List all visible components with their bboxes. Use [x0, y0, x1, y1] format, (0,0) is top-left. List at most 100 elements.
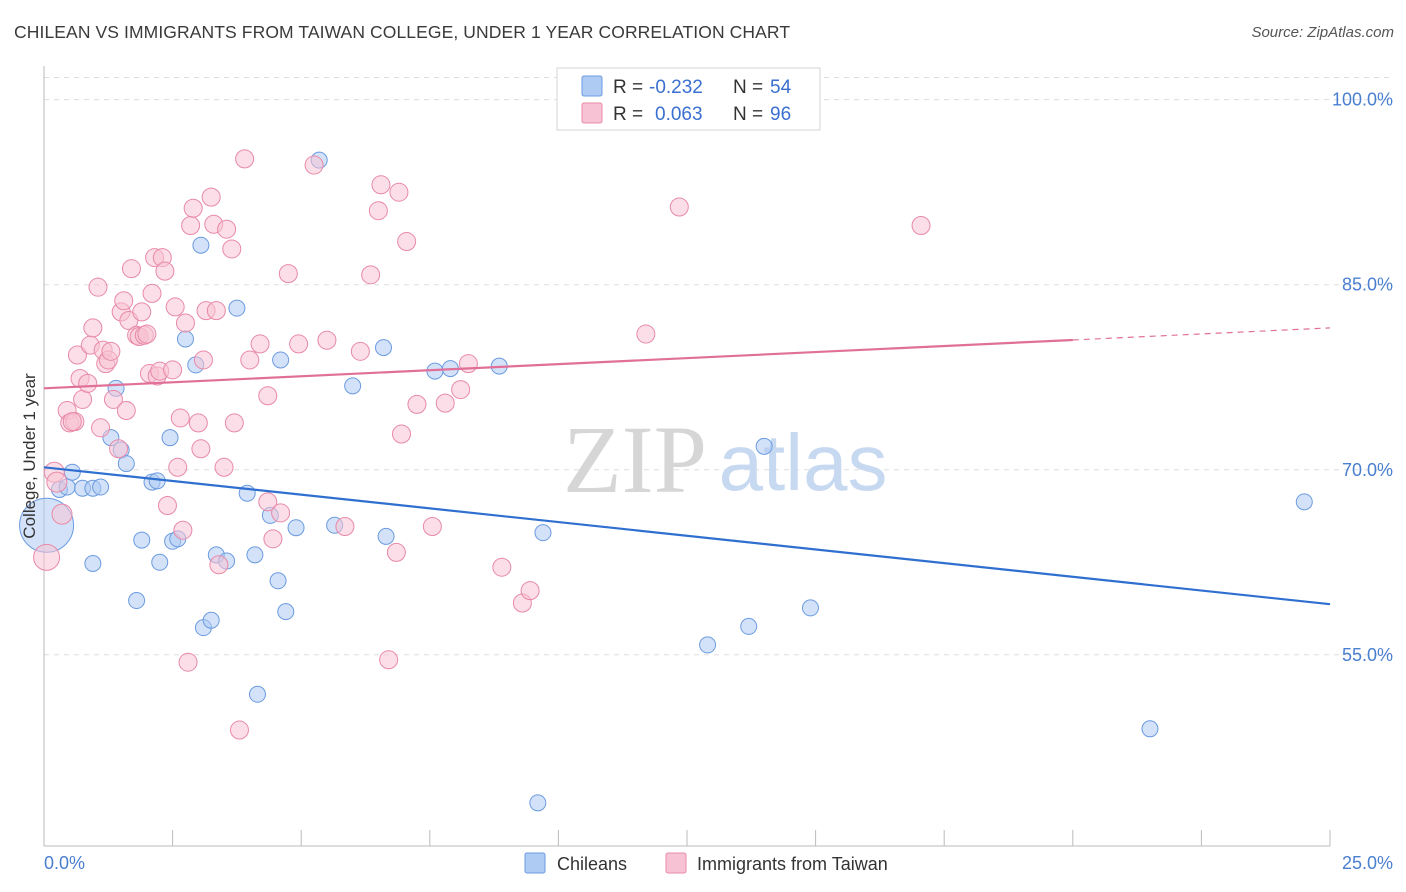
series-taiwan — [33, 149, 931, 740]
taiwan-point-79 — [386, 542, 406, 562]
taiwan-point-63 — [240, 350, 260, 370]
y-tick-label-0: 100.0% — [1332, 90, 1393, 110]
bottom-legend-chileans: Chileans — [557, 854, 627, 874]
watermark-zip: ZIP — [563, 406, 707, 513]
x-tick-label-0: 0.0% — [44, 853, 85, 873]
chilean-point-30 — [248, 685, 266, 703]
taiwan-point-39 — [157, 496, 177, 516]
taiwan-point-71 — [304, 155, 324, 175]
taiwan-point-60 — [224, 413, 244, 433]
chilean-point-3 — [63, 463, 81, 481]
trend-lines — [43, 327, 1331, 606]
taiwan-point-61 — [229, 720, 249, 740]
taiwan-point-81 — [392, 424, 412, 444]
taiwan-point-85 — [435, 393, 455, 413]
chilean-point-34 — [277, 603, 295, 621]
watermark: ZIP atlas — [563, 406, 887, 513]
taiwan-point-90 — [520, 581, 540, 601]
taiwan-point-72 — [317, 330, 337, 350]
taiwan-point-44 — [173, 520, 193, 540]
taiwan-point-29 — [132, 302, 152, 322]
trend-line-1 — [43, 338, 1073, 390]
taiwan-point-38 — [155, 261, 175, 281]
chilean-point-11 — [117, 455, 135, 473]
taiwan-point-46 — [178, 652, 198, 672]
x-tick-label-1: 25.0% — [1342, 853, 1393, 873]
taiwan-point-31 — [137, 324, 157, 344]
taiwan-point-86 — [451, 380, 471, 400]
taiwan-point-49 — [188, 413, 208, 433]
taiwan-point-62 — [235, 149, 255, 169]
legend-r-value-0: -0.232 — [649, 77, 703, 98]
series-legend: Chileans Immigrants from Taiwan — [524, 852, 888, 874]
taiwan-point-56 — [209, 555, 229, 575]
y-axis-title: College, Under 1 year — [20, 373, 39, 539]
chilean-point-32 — [269, 572, 287, 590]
taiwan-point-19 — [101, 341, 121, 361]
bottom-legend-taiwan: Immigrants from Taiwan — [697, 854, 888, 874]
chilean-point-40 — [377, 527, 395, 545]
taiwan-point-13 — [83, 318, 103, 338]
taiwan-point-7 — [62, 412, 82, 432]
taiwan-point-51 — [193, 350, 213, 370]
tick-labels: 100.0% 85.0% 70.0% 55.0% 0.0% 25.0% — [44, 90, 1393, 873]
series-chileans — [19, 151, 1313, 812]
taiwan-point-91 — [636, 324, 656, 344]
taiwan-point-11 — [78, 373, 98, 393]
chart-title: CHILEAN VS IMMIGRANTS FROM TAIWAN COLLEG… — [14, 22, 791, 42]
chilean-point-24 — [202, 611, 220, 629]
taiwan-point-83 — [407, 394, 427, 414]
chilean-point-51 — [1295, 493, 1313, 511]
chilean-point-50 — [1141, 720, 1159, 738]
taiwan-point-64 — [250, 334, 270, 354]
chilean-point-16 — [151, 553, 169, 571]
chilean-point-17 — [161, 429, 179, 447]
taiwan-point-48 — [183, 198, 203, 218]
taiwan-point-69 — [278, 264, 298, 284]
taiwan-point-42 — [168, 457, 188, 477]
taiwan-point-76 — [368, 201, 388, 221]
taiwan-point-57 — [214, 457, 234, 477]
trend-line-0 — [43, 466, 1331, 606]
y-tick-label-2: 70.0% — [1342, 460, 1393, 480]
legend-n-label-1: N = — [733, 104, 763, 125]
taiwan-point-84 — [422, 516, 442, 536]
taiwan-point-15 — [91, 418, 111, 438]
taiwan-point-47 — [181, 215, 201, 235]
chilean-point-13 — [133, 531, 151, 549]
taiwan-point-66 — [258, 492, 278, 512]
taiwan-point-45 — [175, 313, 195, 333]
source-label: Source: ZipAtlas.com — [1251, 24, 1394, 41]
taiwan-point-21 — [109, 439, 129, 459]
taiwan-point-92 — [669, 197, 689, 217]
chilean-point-6 — [92, 478, 110, 496]
chilean-point-45 — [529, 794, 547, 812]
taiwan-point-33 — [142, 283, 162, 303]
taiwan-point-41 — [165, 297, 185, 317]
chilean-point-47 — [740, 617, 758, 635]
taiwan-point-14 — [88, 277, 108, 297]
watermark-atlas: atlas — [719, 418, 888, 507]
taiwan-point-26 — [121, 259, 141, 279]
legend-r-label-1: R = — [613, 104, 643, 125]
taiwan-point-70 — [289, 334, 309, 354]
taiwan-point-0 — [33, 543, 61, 571]
taiwan-point-8 — [67, 345, 87, 365]
axes — [43, 66, 1331, 847]
taiwan-point-73 — [335, 516, 355, 536]
y-tick-label-1: 85.0% — [1342, 275, 1393, 295]
taiwan-point-50 — [191, 439, 211, 459]
chilean-point-7 — [84, 555, 102, 573]
taiwan-point-59 — [222, 239, 242, 259]
legend-swatch-taiwan — [581, 102, 603, 124]
chilean-point-38 — [344, 377, 362, 395]
taiwan-point-68 — [271, 503, 291, 523]
chilean-point-39 — [375, 339, 393, 357]
y-tick-label-3: 55.0% — [1342, 645, 1393, 665]
taiwan-point-53 — [201, 187, 221, 207]
taiwan-point-20 — [103, 389, 123, 409]
legend-n-value-0: 54 — [770, 77, 792, 98]
stats-legend: R = -0.232 N = 54 R = 0.063 N = 96 — [556, 67, 821, 131]
chilean-point-35 — [287, 519, 305, 537]
taiwan-point-43 — [170, 408, 190, 428]
